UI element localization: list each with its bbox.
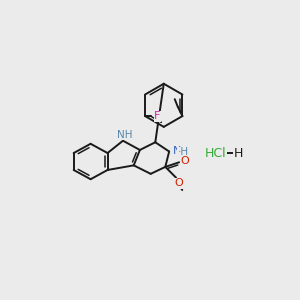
Text: H: H xyxy=(234,146,243,160)
Text: HCl: HCl xyxy=(205,146,226,160)
Text: NH: NH xyxy=(117,130,132,140)
Text: ·H: ·H xyxy=(177,147,189,157)
Text: N: N xyxy=(173,146,181,156)
Text: O: O xyxy=(180,156,189,166)
Text: F: F xyxy=(154,111,161,121)
Text: O: O xyxy=(174,178,183,188)
